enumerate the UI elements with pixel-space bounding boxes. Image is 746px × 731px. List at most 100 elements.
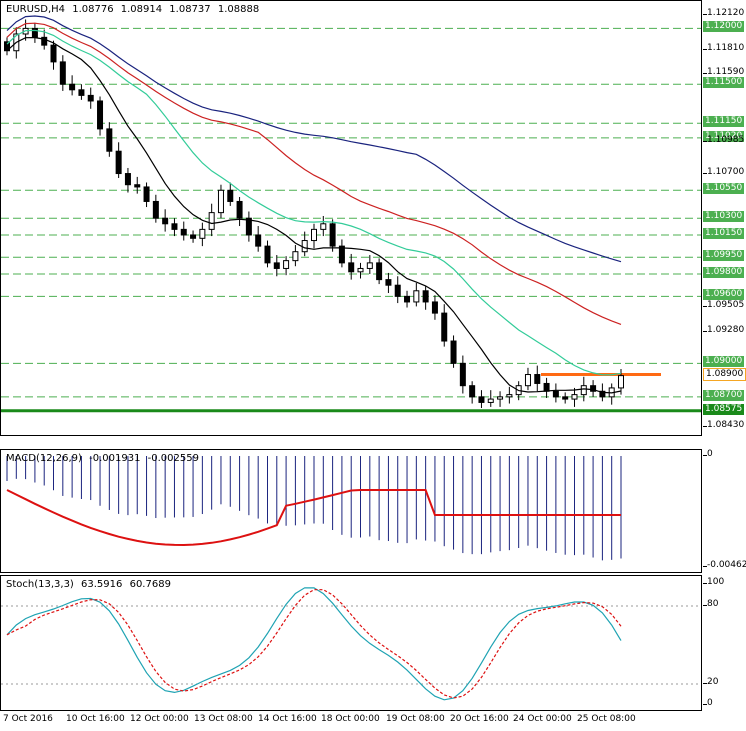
candle-body (366, 262, 373, 269)
stochastic-canvas (1, 587, 701, 701)
candle-body (255, 234, 262, 247)
stoch-signal-line (6, 589, 622, 699)
candle-body (376, 262, 383, 281)
candle-body (450, 340, 457, 364)
macd-signal-line (6, 489, 621, 547)
price-label: 1.09800 (703, 267, 745, 279)
time-label: 20 Oct 16:00 (450, 714, 509, 724)
price-label: 1.10150 (703, 227, 745, 239)
candle-body (190, 234, 197, 239)
price-label: 1.08700 (703, 389, 745, 401)
candle-body (236, 200, 243, 219)
price-tick (703, 140, 707, 142)
time-label: 19 Oct 08:00 (386, 714, 445, 724)
price-tick (703, 305, 707, 307)
macd-title: MACD(12,26,9) -0.001931 -0.002559 (6, 453, 203, 464)
time-label: 24 Oct 00:00 (513, 714, 572, 724)
candle-body (292, 251, 299, 262)
time-label: 13 Oct 08:00 (194, 714, 253, 724)
stoch-level-80: 80 (707, 599, 719, 609)
candle-body (143, 186, 150, 202)
candle-body (394, 284, 401, 297)
candle-body (78, 89, 85, 96)
candle-body (4, 41, 10, 52)
candle-body (580, 385, 587, 396)
price-label: 1.08430 (707, 420, 745, 430)
candle-body (152, 200, 159, 219)
close-value: 1.08888 (217, 4, 260, 15)
candle-body (431, 301, 438, 314)
candle-body (283, 260, 290, 269)
price-label: 1.10550 (703, 183, 745, 195)
stoch-level-0: 0 (707, 698, 713, 708)
moving-average-line (6, 29, 622, 376)
price-label: 1.11150 (703, 116, 745, 128)
candle-body (97, 100, 104, 130)
stoch-level-100: 100 (707, 577, 725, 587)
price-label: 1.12120 (707, 8, 745, 18)
stoch-name: Stoch(13,3,3) (6, 579, 74, 590)
candle-body (404, 295, 411, 303)
candle-body (264, 245, 271, 264)
candle-body (524, 374, 531, 387)
candle-body (590, 385, 597, 392)
candle-body (469, 385, 476, 398)
candle-body (106, 128, 113, 152)
candle-body (413, 290, 420, 303)
macd-main-value: -0.001931 (89, 453, 141, 464)
candle-body (487, 398, 494, 403)
time-label: 18 Oct 00:00 (321, 714, 380, 724)
price-tick (703, 172, 707, 174)
main-chart-pane[interactable]: EURUSD,H4 1.08776 1.08914 1.08737 1.0888… (0, 0, 702, 436)
candle-body (534, 374, 541, 384)
candle-body (273, 262, 280, 269)
price-chart-canvas (1, 15, 701, 413)
candle-body (599, 390, 606, 398)
price-label: 1.09505 (707, 299, 745, 310)
price-label: 1.12000 (703, 21, 745, 33)
price-label: 1.09950 (703, 250, 745, 262)
candle-body (441, 312, 448, 342)
candle-body (320, 223, 327, 230)
price-label: 1.09600 (703, 289, 745, 301)
price-tick (703, 426, 707, 427)
macd-axis: 0 -0.00462 (703, 449, 746, 573)
candle-body (311, 228, 317, 242)
candle-body (180, 228, 187, 236)
price-tick (703, 331, 707, 333)
price-label: 1.10985 (707, 134, 745, 145)
candle-body (217, 189, 224, 214)
time-label: 7 Oct 2016 (3, 714, 53, 724)
candle-body (134, 184, 141, 188)
time-label: 12 Oct 00:00 (130, 714, 189, 724)
time-axis: 7 Oct 2016 10 Oct 16:00 12 Oct 00:00 13 … (0, 711, 746, 731)
symbol-label: EURUSD,H4 (6, 4, 66, 15)
macd-pane[interactable]: MACD(12,26,9) -0.001931 -0.002559 (0, 449, 702, 573)
candle-body (301, 240, 308, 253)
stoch-main-value: 63.5916 (81, 579, 123, 590)
price-label: 1.10700 (707, 166, 745, 177)
candle-body (552, 390, 559, 398)
macd-name: MACD(12,26,9) (6, 453, 82, 464)
price-tick (703, 73, 707, 75)
stochastic-pane[interactable]: Stoch(13,3,3) 63.5916 60.7689 (0, 575, 702, 711)
candle-body (208, 212, 215, 230)
candle-body (562, 396, 569, 400)
price-label: 1.09000 (703, 356, 745, 368)
macd-top-label: 0 (707, 449, 713, 459)
price-label: 1.09280 (707, 325, 745, 336)
main-chart-title: EURUSD,H4 1.08776 1.08914 1.08737 1.0888… (6, 4, 263, 15)
candle-body (59, 61, 66, 85)
price-label: 1.08575 (703, 403, 745, 415)
candle-body (357, 267, 364, 273)
candle-body (227, 189, 234, 202)
open-value: 1.08776 (72, 4, 114, 15)
price-label: 1.08900 (703, 367, 746, 381)
high-value: 1.08914 (120, 4, 163, 15)
candle-body (50, 44, 57, 63)
candle-body (171, 223, 178, 230)
time-label: 14 Oct 16:00 (258, 714, 317, 724)
candle-body (162, 217, 169, 225)
price-axis: 1.12120 1.12000 1.11810 1.11590 1.11500 1.111… (703, 0, 746, 436)
moving-average-line (6, 15, 622, 263)
